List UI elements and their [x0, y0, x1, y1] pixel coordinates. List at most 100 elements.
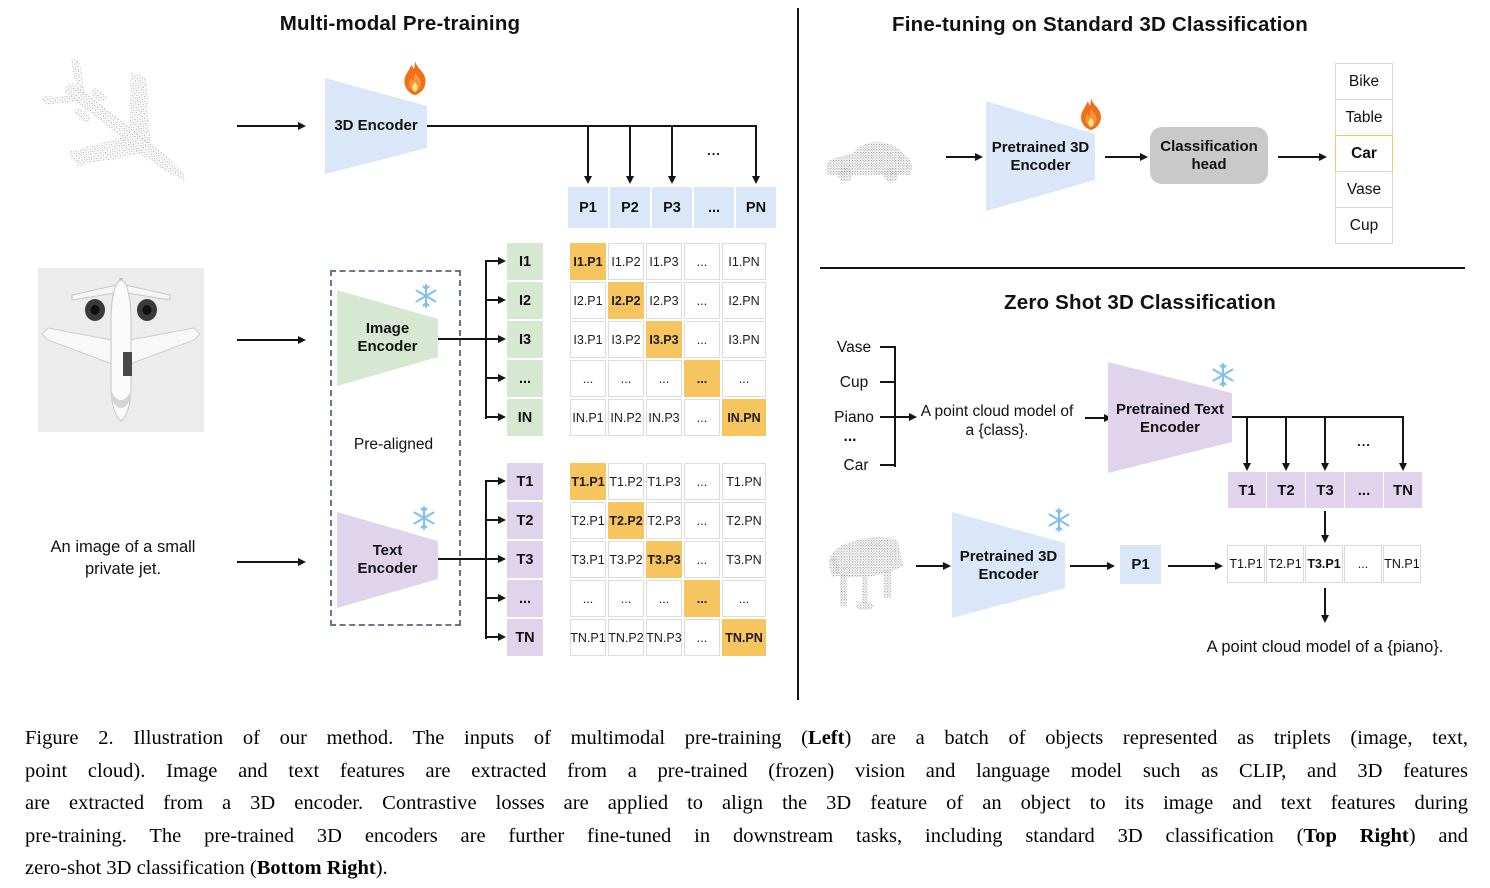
image-encoder-label: Image Encoder — [357, 320, 418, 355]
zs-text-feature-row: T1 T2 T3... TN — [1228, 472, 1422, 508]
arrow-encoder-to-p1 — [1070, 565, 1108, 567]
arrow-prompt-to-text-encoder — [1085, 417, 1105, 419]
text-point-similarity-matrix: T1.P1 T1.P2 T1.P3... T1.PN T2.P1 T2.P2 T2.P3..… — [570, 463, 766, 656]
vertical-divider — [797, 8, 799, 700]
zs-similarity-cell: TN.P1 — [1383, 545, 1421, 583]
arrow-classes-to-prompt — [880, 416, 910, 418]
airplane-point-cloud — [40, 58, 188, 181]
zeroshot-title: Zero Shot 3D Classification — [1004, 291, 1276, 314]
zs-text-encoder-label: Pretrained Text Encoder — [1115, 401, 1225, 436]
matrix-cell: TN.P2 — [608, 619, 644, 656]
matrix-cell: T2.P2 — [608, 502, 644, 539]
zs-t-cell: TN — [1384, 472, 1422, 508]
text-encoder-block: Text Encoder — [337, 512, 438, 608]
arrow-head-to-classes — [1278, 156, 1320, 158]
figure-caption: Figure 2. Illustration of our method. Th… — [25, 722, 1468, 885]
text-feature-bracket — [485, 480, 487, 639]
arrow-photo-to-image-encoder — [237, 339, 299, 341]
text-feature-cell: T1 — [507, 463, 543, 500]
image-feature-cell: I2 — [507, 282, 543, 319]
matrix-cell: ... — [684, 463, 720, 500]
zs-similarity-cell: T1.P1 — [1227, 545, 1265, 583]
pretrain-title: Multi-modal Pre-training — [279, 12, 521, 35]
text-encoder-trapezoid — [337, 512, 438, 608]
ellipsis-label: ... — [1357, 434, 1371, 449]
image-text-prompt: An image of a small private jet. — [28, 536, 218, 580]
zs-similarity-cell: T2.P1 — [1266, 545, 1304, 583]
zs-class-cup: Cup — [839, 374, 869, 391]
image-point-similarity-matrix: I1.P1 I1.P2 I1.P3... I1.PN I2.P1 I2.P2 I2.P3..… — [570, 243, 766, 436]
image-feature-cell: ... — [507, 360, 543, 397]
matrix-cell: I1.P2 — [608, 243, 644, 280]
bracket-stub — [880, 381, 896, 383]
arrow-to-tn — [1402, 418, 1404, 464]
matrix-cell: T1.P1 — [570, 463, 606, 500]
text-feature-cell: T3 — [507, 541, 543, 578]
matrix-cell: T3.P2 — [608, 541, 644, 578]
caption-line: point cloud). Image and text features ar… — [25, 759, 1468, 782]
arrow-trow-to-similarity — [1324, 511, 1326, 536]
image-encoder-trapezoid — [337, 290, 438, 386]
ft-encoder-trapezoid — [986, 101, 1095, 211]
matrix-cell: ... — [684, 321, 720, 358]
3d-encoder-block: 3D Encoder — [325, 78, 427, 174]
zs-class-car: Car — [843, 457, 869, 474]
matrix-cell: T2.PN — [722, 502, 766, 539]
zs-t-cell: ... — [1345, 472, 1383, 508]
zs-t-cell: T2 — [1267, 472, 1305, 508]
caption-line: pre-training. The pre-trained 3D encoder… — [25, 824, 1468, 847]
bracket-arrow-t3 — [487, 558, 499, 560]
bracket-arrow-t2 — [487, 519, 499, 521]
ft-pretrained-3d-encoder-block: Pretrained 3D Encoder — [986, 101, 1095, 211]
bracket-arrow-i3 — [487, 338, 499, 340]
zs-class-ellipsis: ... — [843, 428, 857, 445]
matrix-cell: ... — [684, 580, 720, 617]
matrix-cell: TN.P3 — [646, 619, 682, 656]
snowflake-icon — [413, 506, 435, 530]
zs-class-piano: Piano — [834, 409, 874, 426]
zs-3d-encoder-trapezoid — [952, 512, 1065, 618]
class-prediction-list: Bike Table Car Vase Cup — [1335, 63, 1393, 244]
matrix-cell: I1.P1 — [570, 243, 606, 280]
3d-encoder-trapezoid — [325, 78, 427, 174]
p-feature-cell: P1 — [568, 187, 608, 228]
bracket-arrow-tdots — [487, 597, 499, 599]
matrix-cell: T1.P2 — [608, 463, 644, 500]
classification-head-box: Classification head — [1150, 127, 1268, 184]
class-cell: Bike — [1335, 63, 1393, 100]
bracket-arrow-i1 — [487, 260, 499, 262]
matrix-cell: T3.P1 — [570, 541, 606, 578]
caption-line: Figure 2. Illustration of our method. Th… — [25, 727, 1468, 749]
bracket-stub — [880, 346, 896, 348]
matrix-cell: I3.P3 — [646, 321, 682, 358]
class-cell: Table — [1335, 99, 1393, 136]
ft-encoder-label: Pretrained 3D Encoder — [991, 139, 1090, 174]
matrix-cell: ... — [646, 580, 682, 617]
3d-encoder-label: 3D Encoder — [334, 117, 418, 134]
matrix-cell: TN.P1 — [570, 619, 606, 656]
text-feature-column: T1 T2 T3... TN — [507, 463, 543, 656]
prealigned-dashed-box — [330, 270, 461, 626]
matrix-cell: TN.PN — [722, 619, 766, 656]
airplane-photo — [38, 268, 204, 432]
zs-3d-encoder-block: Pretrained 3D Encoder — [952, 512, 1065, 618]
matrix-cell: ... — [684, 282, 720, 319]
zs-text-encoder-block: Pretrained Text Encoder — [1108, 362, 1232, 473]
car-point-cloud — [826, 141, 912, 182]
matrix-cell: I2.P3 — [646, 282, 682, 319]
p-feature-cell: ... — [694, 187, 734, 228]
zs-class-vase: Vase — [836, 339, 872, 356]
class-cell: Cup — [1335, 207, 1393, 244]
arrow-text-to-text-encoder — [237, 561, 299, 563]
zs-3d-encoder-label: Pretrained 3D Encoder — [959, 548, 1058, 583]
text-feature-cell: T2 — [507, 502, 543, 539]
image-feature-bracket — [485, 260, 487, 419]
p-feature-row: P1 P2 P3... PN — [568, 187, 776, 228]
arrow-car-to-encoder — [946, 156, 976, 158]
matrix-cell: I2.PN — [722, 282, 766, 319]
finetune-title: Fine-tuning on Standard 3D Classificatio… — [892, 13, 1308, 36]
zs-p1-cell: P1 — [1120, 545, 1161, 584]
zs-similarity-row: T1.P1 T2.P1 T3.P1... TN.P1 — [1227, 545, 1421, 583]
bracket-arrow-in — [487, 416, 499, 418]
piano-point-cloud — [828, 537, 903, 610]
